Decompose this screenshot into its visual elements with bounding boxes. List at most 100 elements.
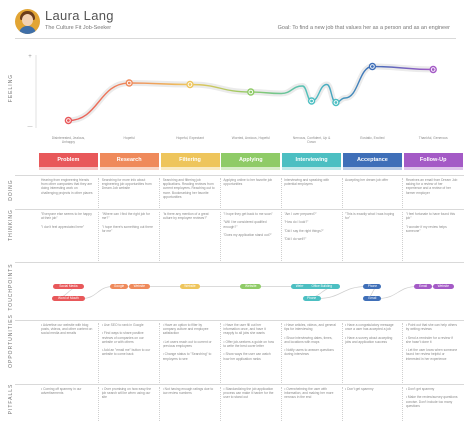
avatar	[15, 9, 40, 34]
section-divider	[15, 175, 464, 176]
touchpoint-google: Google	[109, 284, 129, 289]
column-divider	[280, 387, 282, 421]
column-divider	[98, 323, 100, 383]
header-divider	[15, 38, 456, 39]
column-divider	[159, 387, 161, 421]
stage-research: Research	[99, 153, 159, 170]
touchpoint-social-media: Social Media	[52, 284, 84, 289]
doing-cell: Receives an email from Dream Job asking …	[405, 178, 458, 195]
pitfalls-cell: • Don't get spammy • Make the review/sur…	[405, 387, 458, 408]
column-divider	[402, 323, 404, 383]
feeling-point-center	[334, 101, 338, 104]
column-divider	[341, 387, 343, 421]
thinking-cell: "I hope they get back to me soon" "Will …	[223, 212, 273, 238]
touchpoint-office-building: Office Building	[302, 284, 341, 289]
column-divider	[341, 178, 343, 208]
column-divider	[402, 178, 404, 208]
touchpoint-phone: Phone	[363, 284, 382, 289]
emotion-label: Worried, Anxious, Hopeful	[231, 136, 270, 140]
emotion-label: Ecstatic, Excited	[360, 136, 385, 140]
persona-subtitle: The Culture Fit Job-Seeker	[45, 25, 112, 31]
stage-follow-up: Follow-Up	[403, 153, 463, 170]
axis-minus-label: —	[28, 124, 33, 130]
emotion-label: Thankful, Generous	[418, 136, 448, 140]
section-divider	[15, 209, 464, 210]
feeling-point-center	[249, 90, 253, 94]
emotion-label: Nervous, Confident, Up & Down	[292, 136, 331, 144]
column-divider	[159, 178, 161, 208]
axis-plus-label: +	[28, 54, 32, 60]
opportunities-cell: • Have articles, videos, and general tip…	[284, 323, 336, 357]
touchpoint-email: Email	[414, 284, 433, 289]
pitfalls-cell: • Don't get spammy	[345, 387, 374, 391]
column-divider	[402, 212, 404, 261]
column-divider	[159, 212, 161, 261]
thinking-cell: "Am I over prepared?" "How do I look?" "…	[284, 212, 324, 242]
pitfalls-cell: • Not having enough ratings due to low r…	[162, 387, 214, 396]
opportunities-cell: • Use SEO to rank in Google • Find ways …	[101, 323, 151, 357]
touchpoint-website: Website	[291, 284, 312, 289]
emotion-label: Disinterested, Jealous, Unhappy	[51, 136, 86, 144]
touchpoint-email: Email	[363, 296, 382, 301]
stage-problem: Problem	[38, 153, 98, 170]
thinking-cell: "Everyone else seems to be happy at thei…	[41, 212, 92, 229]
feeling-point-center	[188, 83, 192, 86]
doing-cell: Interviewing and speaking with potential…	[284, 178, 330, 187]
touchpoint-connector	[82, 286, 113, 299]
row-label-thinking: THINKING	[8, 209, 14, 241]
opportunities-cell: • Have an option to filter by company cu…	[162, 323, 212, 361]
column-divider	[98, 178, 100, 208]
row-label-feeling: FEELING	[8, 73, 14, 103]
touchpoint-connectors	[54, 286, 436, 299]
column-divider	[98, 212, 100, 261]
opportunities-cell: • Advertise our website with blog posts,…	[41, 323, 93, 336]
stage-filtering: Filtering	[160, 153, 220, 170]
column-divider	[219, 212, 221, 261]
opportunities-cell: • Have a congratulatory message once a u…	[345, 323, 394, 344]
touchpoint-connector	[378, 286, 418, 299]
pitfalls-cell: • Coming off spammy in our advertisement…	[41, 387, 82, 396]
column-divider	[98, 387, 100, 421]
feeling-chart: + —	[28, 54, 437, 130]
touchpoint-website: Website	[179, 284, 201, 289]
column-divider	[219, 178, 221, 208]
stage-applying: Applying	[221, 153, 281, 170]
emotion-label: Hopeful	[123, 136, 135, 140]
emotion-label: Hopeful, Expectant	[176, 136, 204, 140]
opportunities-cell: • Have the user fill out her information…	[223, 323, 274, 361]
stage-acceptance: Acceptance	[342, 153, 402, 170]
section-divider	[15, 384, 464, 385]
column-divider	[280, 178, 282, 208]
feeling-point-center	[67, 119, 70, 122]
feeling-point-center	[371, 65, 374, 68]
persona-goal: Goal: To find a new job that values her …	[277, 25, 450, 31]
column-divider	[159, 323, 161, 383]
touchpoint-website: Website	[240, 284, 262, 289]
touchpoint-word-of-mouth: Word of Mouth	[51, 296, 86, 301]
touchpoint-phone: Phone	[302, 296, 321, 301]
column-divider	[341, 323, 343, 383]
pitfalls-cell: • Over promising on how easy the job sea…	[101, 387, 152, 400]
doing-cell: Searching for more info about engineerin…	[101, 178, 152, 191]
section-divider	[15, 262, 464, 263]
feeling-line	[68, 65, 434, 122]
section-divider	[15, 320, 464, 321]
row-label-pitfalls: PITFALLS	[8, 383, 14, 415]
thinking-cell: "Where can I find the right job for me?"…	[101, 212, 153, 233]
doing-cell: Hearing from engineering friends from ot…	[41, 178, 93, 195]
touchpoint-website: Website	[128, 284, 150, 289]
column-divider	[402, 387, 404, 421]
persona-name: Laura Lang	[45, 8, 114, 23]
thinking-cell: "This is exactly what I was hoping for"	[345, 212, 395, 221]
doing-cell: Applying online to her favorite job oppo…	[223, 178, 273, 187]
stage-interviewing: Interviewing	[282, 153, 342, 170]
feeling-point-center	[310, 99, 313, 103]
column-divider	[280, 323, 282, 383]
doing-cell: Searching and filtering job applications…	[162, 178, 215, 199]
doing-cell: Accepting her dream job offer	[345, 178, 389, 182]
column-divider	[341, 212, 343, 261]
pitfalls-cell: • Overwhelming the user with information…	[284, 387, 334, 400]
column-divider	[280, 212, 282, 261]
opportunities-cell: • Point out that she can help others by …	[405, 323, 458, 361]
pitfalls-cell: • Standardizing the job application proc…	[223, 387, 274, 400]
